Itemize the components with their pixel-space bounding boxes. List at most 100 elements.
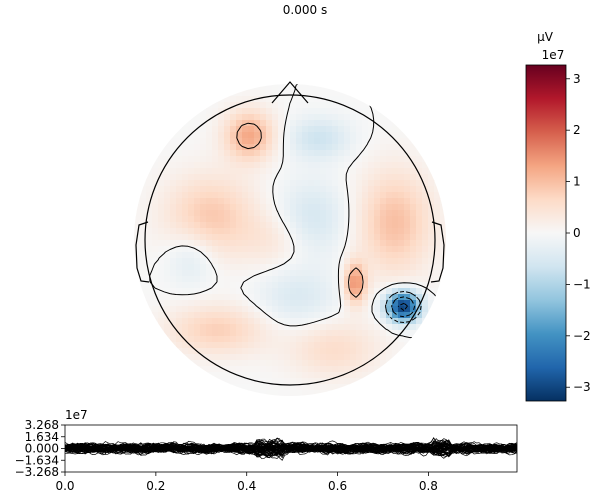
topomap-cell (278, 198, 285, 205)
topomap-cell (368, 114, 375, 121)
topomap-cell (290, 282, 297, 289)
topomap-cell (302, 138, 309, 145)
topomap-cell (194, 210, 201, 217)
topomap-cell (230, 108, 237, 115)
topomap-cell (254, 258, 261, 265)
topomap-cell (260, 198, 267, 205)
topomap-cell (182, 336, 189, 343)
topomap-cell (350, 318, 357, 325)
topomap-cell (344, 300, 351, 307)
topomap-cell (362, 282, 369, 289)
butterfly-x-tick-label: 0.6 (328, 479, 347, 493)
topomap-cell (362, 168, 369, 175)
topomap-cell (308, 132, 315, 139)
topomap-cell (422, 228, 429, 235)
topomap-cell (140, 258, 147, 265)
topomap-cell (230, 246, 237, 253)
topomap-cell (314, 102, 321, 109)
topomap-cell (398, 192, 405, 199)
topomap-cell (296, 258, 303, 265)
topomap-cell (284, 150, 291, 157)
topomap-cell (290, 156, 297, 163)
topomap-cell (230, 258, 237, 265)
topomap-cell (152, 264, 159, 271)
topomap-cell (206, 228, 213, 235)
topomap-cell (332, 306, 339, 313)
topomap-cell (230, 102, 237, 109)
topomap-cell (242, 156, 249, 163)
topomap-cell (284, 90, 291, 97)
topomap-cell (224, 120, 231, 127)
topomap-cell (344, 204, 351, 211)
topomap-cell (158, 264, 165, 271)
topomap-cell (308, 102, 315, 109)
topomap-cell (212, 162, 219, 169)
topomap-cell (194, 246, 201, 253)
topomap-cell (164, 276, 171, 283)
topomap-cell (320, 372, 327, 379)
topomap-cell (332, 378, 339, 385)
topomap-cell (224, 114, 231, 121)
topomap-cell (338, 222, 345, 229)
topomap-cell (386, 288, 393, 295)
topomap-cell (362, 234, 369, 241)
topomap-cell (170, 294, 177, 301)
topomap-cell (176, 282, 183, 289)
topomap-cell (338, 294, 345, 301)
topomap-cell (314, 150, 321, 157)
topomap-cell (188, 336, 195, 343)
topomap-cell (278, 354, 285, 361)
topomap-cell (236, 384, 243, 391)
topomap-cell (188, 324, 195, 331)
topomap-cell (176, 180, 183, 187)
topomap-cell (146, 174, 153, 181)
topomap-cell (230, 312, 237, 319)
topomap-cell (284, 102, 291, 109)
topomap-cell (182, 342, 189, 349)
topomap-cell (230, 210, 237, 217)
topomap-cell (404, 294, 411, 301)
topomap-cell (194, 120, 201, 127)
topomap-cell (296, 216, 303, 223)
topomap-cell (230, 306, 237, 313)
topomap-cell (368, 138, 375, 145)
topomap-cell (332, 198, 339, 205)
topomap-cell (296, 96, 303, 103)
topomap-cell (374, 138, 381, 145)
topomap-cell (260, 282, 267, 289)
topomap-cell (380, 294, 387, 301)
topomap-cell (314, 246, 321, 253)
topomap-cell (440, 276, 446, 283)
topomap-cell (338, 306, 345, 313)
topomap-cell (422, 180, 429, 187)
topomap-cell (278, 210, 285, 217)
topomap-cell (308, 162, 315, 169)
topomap-cell (206, 246, 213, 253)
topomap-cell (428, 282, 435, 289)
topomap-cell (350, 186, 357, 193)
topomap-cell (206, 222, 213, 229)
topomap-cell (236, 90, 243, 97)
topomap-cell (326, 198, 333, 205)
topomap-cell (296, 276, 303, 283)
topomap-cell (164, 288, 171, 295)
topomap-cell (392, 132, 399, 139)
topomap-cell (242, 342, 249, 349)
topomap-cell (326, 276, 333, 283)
topomap-cell (344, 306, 351, 313)
topomap-cell (278, 234, 285, 241)
topomap-cell (254, 318, 261, 325)
topomap-cell (416, 276, 423, 283)
topomap-cell (278, 96, 285, 103)
topomap-cell (206, 270, 213, 277)
topomap-cell (254, 276, 261, 283)
topomap-cell (140, 294, 147, 301)
topomap-cell (308, 282, 315, 289)
topomap (134, 81, 446, 396)
topomap-cell (308, 198, 315, 205)
topomap-cell (194, 342, 201, 349)
topomap-cell (170, 246, 177, 253)
topomap-cell (392, 150, 399, 157)
topomap-cell (266, 162, 273, 169)
topomap-cell (326, 270, 333, 277)
